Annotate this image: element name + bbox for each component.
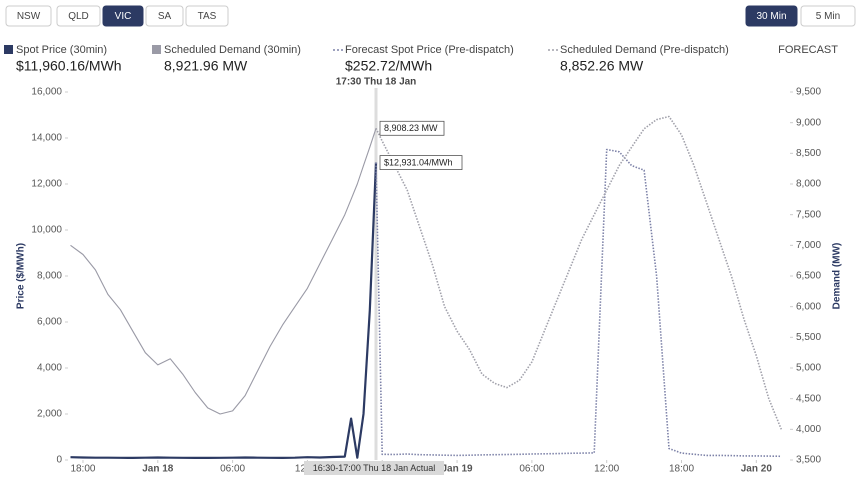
legend-swatch [152,45,161,54]
x-tick-label: Jan 20 [741,464,773,475]
y2-tick-label: 9,500 [796,87,821,98]
x-tick-label: 06:00 [220,464,245,475]
button-label[interactable]: VIC [115,11,132,22]
tooltip-box [379,120,445,136]
y-tick-label: 0 [56,455,62,466]
button-bg[interactable] [145,5,184,27]
legend-label: Spot Price (30min) [16,44,107,56]
x-tick-label: 12:00 [594,464,619,475]
forecast-label: FORECAST [778,44,838,56]
y2-tick-label: 5,500 [796,332,821,343]
y-tick-label: 8,000 [37,271,62,282]
y2-tick-label: 8,000 [796,179,821,190]
y-tick-label: 2,000 [37,409,62,420]
series-line [375,115,783,430]
legend-label: Scheduled Demand (30min) [164,44,301,56]
x-tick-label: Jan 19 [441,464,473,475]
button-bg[interactable] [800,5,856,27]
y-tick-label: 16,000 [31,87,62,98]
legend-readout: $11,960.16/MWh [16,58,122,74]
button-label[interactable]: 5 Min [816,11,840,22]
button-label[interactable]: NSW [17,11,41,22]
button-label[interactable]: 30 Min [756,11,786,22]
y2-tick-label: 6,500 [796,271,821,282]
button[interactable]: 30 Min [745,5,798,27]
y2-tick-label: 6,000 [796,301,821,312]
tooltip-box [379,155,463,170]
legend-swatch [4,45,13,54]
y-tick-label: 4,000 [37,363,62,374]
x-tick-label: 18:00 [70,464,95,475]
y2-tick-label: 4,000 [796,424,821,435]
legend-readout: 8,921.96 MW [164,58,248,74]
x-tick-label: Jan 18 [142,464,174,475]
y2-tick-label: 4,500 [796,393,821,404]
button-bg[interactable] [185,5,229,27]
button[interactable]: NSW [5,5,52,27]
y-tick-label: 6,000 [37,317,62,328]
button[interactable]: QLD [56,5,101,27]
y-tick-label: 14,000 [31,133,62,144]
y2-tick-label: 8,500 [796,148,821,159]
y2-axis-title: Demand (MW) [832,243,843,310]
button[interactable]: 5 Min [800,5,856,27]
legend-label: Forecast Spot Price (Pre-dispatch) [345,44,514,56]
button-label[interactable]: TAS [198,11,217,22]
button-bg[interactable] [102,5,144,27]
y2-tick-label: 9,000 [796,117,821,128]
button-bg[interactable] [5,5,52,27]
y-axis-title: Price ($/MWh) [16,243,27,309]
x-tick-label: 06:00 [519,464,544,475]
y-tick-label: 12,000 [31,179,62,190]
y2-tick-label: 7,500 [796,209,821,220]
y2-tick-label: 3,500 [796,455,821,466]
button[interactable]: TAS [185,5,229,27]
x-tick-label: 18:00 [669,464,694,475]
series-line [70,128,377,415]
crosshair-label: 17:30 Thu 18 Jan [336,77,417,88]
y-tick-label: 10,000 [31,225,62,236]
y2-tick-label: 5,000 [796,363,821,374]
button-label[interactable]: QLD [68,11,89,22]
legend-label: Scheduled Demand (Pre-dispatch) [560,44,729,56]
tooltip-label: $12,931.04/MWh [384,157,453,167]
legend-readout: 8,852.26 MW [560,58,644,74]
legend-readout: $252.72/MWh [345,58,432,74]
button[interactable]: VIC [102,5,144,27]
y2-tick-label: 7,000 [796,240,821,251]
button-label[interactable]: SA [158,11,172,22]
series-line [70,162,378,459]
series-line [375,148,782,458]
button-bg[interactable] [745,5,798,27]
interval-label: 16:30-17:00 Thu 18 Jan Actual [313,463,435,473]
button[interactable]: SA [145,5,184,27]
interval-box [304,461,445,475]
tooltip-label: 8,908.23 MW [384,123,438,133]
button-bg[interactable] [56,5,101,27]
